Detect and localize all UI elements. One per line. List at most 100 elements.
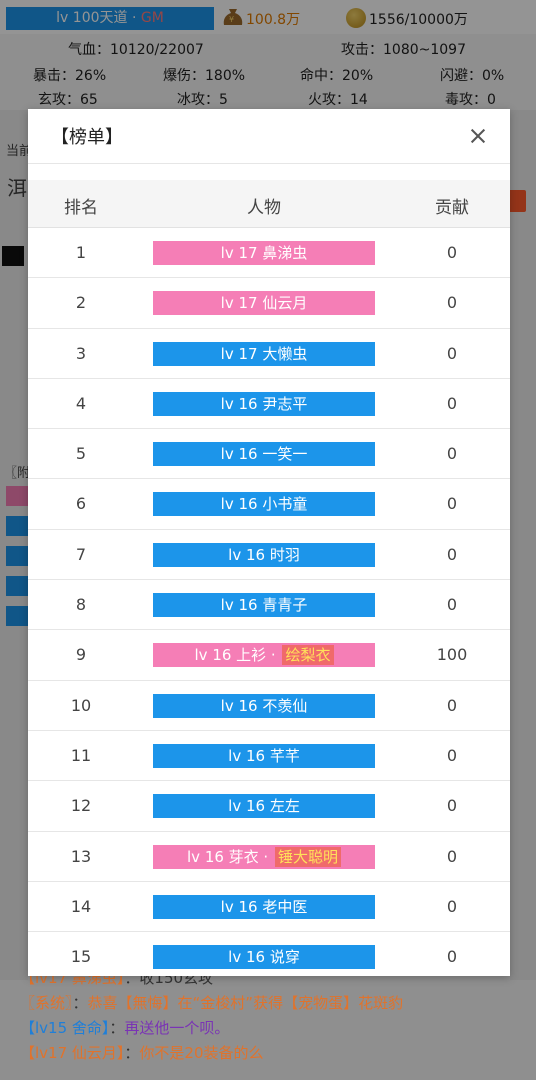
side-action-button[interactable] (508, 190, 526, 212)
player-name-badge[interactable]: lv 16 小书童 (153, 492, 375, 517)
side-button[interactable] (2, 246, 24, 266)
row-contribution: 0 (446, 745, 458, 765)
row-rank: 3 (75, 343, 87, 363)
player-name: lv 16 不羡仙 (220, 696, 308, 715)
table-row: 6 lv 16 小书童 0 (28, 479, 510, 530)
player-name-badge[interactable]: lv 16 时羽 (153, 542, 375, 567)
player-name-badge[interactable]: lv 17 鼻涕虫 (153, 241, 375, 265)
chat-sender[interactable]: 【lv15 舍命】 (20, 1019, 110, 1037)
row-rank: 2 (75, 293, 87, 313)
table-row: 4 lv 16 尹志平 0 (28, 379, 510, 430)
player-name-badge[interactable]: lv 16 说穿 (153, 945, 375, 970)
table-row: 9 lv 16 上衫 · 绘梨衣 100 (28, 630, 510, 681)
player-name-badge[interactable]: lv 16 一笑一 (153, 442, 375, 467)
player-name: lv 16 左左 (228, 797, 300, 816)
side-player-chip[interactable] (6, 576, 28, 596)
row-contribution: 100 (436, 645, 468, 665)
table-row: 12 lv 16 左左 0 (28, 781, 510, 832)
player-name-badge[interactable]: lv 16 左左 (153, 794, 375, 819)
stat-attack: 攻击：1080~1097 (341, 42, 466, 58)
row-contribution: 0 (446, 494, 458, 514)
player-name-badge[interactable]: lv 16 芽衣 · 锤大聪明 (153, 844, 375, 869)
column-contribution: 贡献 (435, 198, 469, 218)
leaderboard-modal: 【榜单】 排名 人物 贡献 1 lv 17 鼻涕虫 0 2 lv 17 仙云月 0 3 lv … (28, 109, 510, 976)
side-player-chip[interactable] (6, 606, 28, 626)
player-name: lv 16 老中医 (220, 897, 308, 916)
table-row: 3 lv 17 大懒虫 0 (28, 329, 510, 379)
table-row: 15 lv 16 说穿 0 (28, 932, 510, 976)
stat-crit-damage: 爆伤：180% (163, 68, 246, 84)
chat-separator: ： (109, 1019, 125, 1037)
table-row: 10 lv 16 不羡仙 0 (28, 681, 510, 731)
row-contribution: 0 (446, 695, 458, 715)
row-contribution: 0 (446, 343, 458, 363)
table-header: 排名 人物 贡献 (28, 180, 510, 228)
right-panel-edge (510, 110, 536, 980)
player-name-badge[interactable]: lv 16 不羡仙 (153, 693, 375, 718)
player-name: lv 16 芽衣 · (187, 847, 273, 866)
gm-label: GM (140, 10, 164, 26)
stat-xuan-attack: 玄攻：65 (38, 92, 98, 108)
row-contribution: 0 (446, 595, 458, 615)
row-contribution: 0 (446, 947, 458, 967)
player-level-badge[interactable]: lv 100天道 · GM (6, 7, 214, 30)
chat-message: 【lv15 舍命】：再送他一个呗。 (20, 1016, 530, 1041)
row-contribution: 0 (446, 896, 458, 916)
player-name: lv 17 仙云月 (220, 294, 308, 313)
row-rank: 6 (75, 494, 87, 514)
player-name-badge[interactable]: lv 16 青青子 (153, 593, 375, 618)
location-name-tag: 洱 (7, 176, 27, 200)
stat-hit: 命中：20% (300, 68, 374, 84)
chat-sender[interactable]: 【lv17 仙云月】 (20, 1044, 125, 1062)
table-body: 1 lv 17 鼻涕虫 0 2 lv 17 仙云月 0 3 lv 17 大懒虫 0 4 lv 16 … (28, 228, 510, 976)
stat-hp: 气血：10120/22007 (68, 42, 204, 58)
chat-sender[interactable]: 〖系统〗 (20, 994, 73, 1012)
row-rank: 1 (75, 243, 87, 262)
row-rank: 7 (75, 544, 87, 564)
player-name-badge[interactable]: lv 16 上衫 · 绘梨衣 (153, 643, 375, 668)
stat-dodge: 闪避：0% (440, 68, 505, 84)
chat-log: 【lv17 鼻涕虫】：收150玄攻 〖系统〗：恭喜【無悔】在“金梭村”获得【宠物… (20, 966, 530, 1066)
side-player-chip[interactable] (6, 516, 28, 536)
player-name: lv 16 时羽 (228, 545, 300, 564)
table-row: 5 lv 16 一笑一 0 (28, 429, 510, 480)
gold-coin-icon (346, 8, 366, 28)
row-rank: 10 (70, 695, 92, 715)
player-name: lv 16 一笑一 (220, 445, 308, 464)
side-player-chip[interactable] (6, 546, 28, 566)
player-name-badge[interactable]: lv 16 芊芊 (153, 743, 375, 768)
player-name: lv 17 鼻涕虫 (220, 244, 308, 262)
money-amount: 100.8万 (246, 12, 301, 28)
table-row: 1 lv 17 鼻涕虫 0 (28, 228, 510, 279)
player-level-text: lv 100天道 · (56, 10, 141, 26)
close-icon[interactable] (464, 122, 492, 150)
player-name-badge[interactable]: lv 16 尹志平 (153, 391, 375, 416)
row-contribution: 0 (446, 544, 458, 564)
table-row: 13 lv 16 芽衣 · 锤大聪明 0 (28, 832, 510, 882)
table-row: 14 lv 16 老中医 0 (28, 882, 510, 933)
attachment-tag: 〖附 (4, 466, 31, 481)
player-name-badge[interactable]: lv 16 老中医 (153, 894, 375, 919)
table-row: 8 lv 16 青青子 0 (28, 580, 510, 631)
chat-message: 【lv17 仙云月】：你不是20装备的么 (20, 1041, 530, 1066)
player-name: lv 16 尹志平 (220, 394, 308, 413)
chat-separator: ： (72, 994, 88, 1012)
player-title-tag: 绘梨衣 (282, 645, 334, 666)
side-player-chip[interactable] (6, 486, 28, 506)
stat-fire-attack: 火攻：14 (308, 92, 368, 108)
player-name-badge[interactable]: lv 17 仙云月 (153, 291, 375, 316)
player-name: lv 16 小书童 (220, 495, 308, 514)
player-name: lv 17 大懒虫 (220, 344, 308, 363)
row-rank: 8 (75, 595, 87, 615)
player-name-badge[interactable]: lv 17 大懒虫 (153, 341, 375, 366)
row-contribution: 0 (446, 796, 458, 816)
row-rank: 5 (75, 444, 87, 464)
row-rank: 13 (70, 846, 92, 866)
table-row: 2 lv 17 仙云月 0 (28, 278, 510, 329)
money-bag-icon: ¥ (223, 9, 243, 25)
row-rank: 14 (70, 896, 92, 916)
stat-crit: 暴击：26% (33, 68, 107, 84)
row-rank: 4 (75, 393, 87, 413)
player-name: lv 16 上衫 · (194, 646, 281, 665)
modal-header: 【榜单】 (28, 109, 510, 164)
